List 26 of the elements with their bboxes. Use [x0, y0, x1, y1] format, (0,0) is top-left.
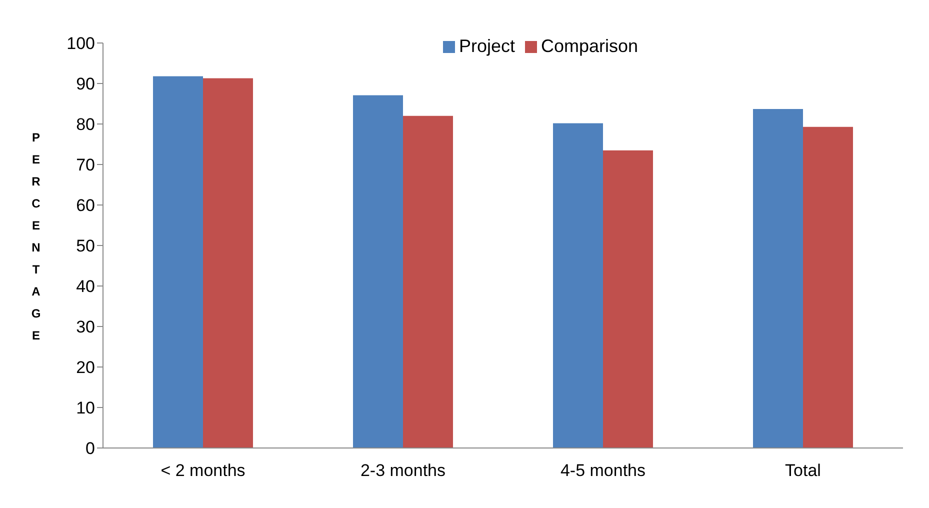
legend-label: Comparison: [540, 36, 638, 56]
bar: [203, 78, 253, 448]
y-tick-label: 40: [76, 277, 95, 296]
bar: [803, 126, 853, 448]
y-tick-label: 80: [76, 115, 95, 134]
y-tick-label: 100: [66, 34, 95, 54]
text: PERCENTAGE: [31, 130, 41, 342]
x-tick-label: Total: [785, 461, 821, 480]
y-tick-label: 20: [76, 358, 95, 378]
x-tick-label: 4-5 months: [560, 461, 646, 480]
y-tick-label: 0: [86, 439, 95, 458]
y-tick-label: 70: [76, 156, 95, 175]
y-tick-label: 50: [76, 236, 95, 256]
bar: [603, 150, 653, 448]
bar: [753, 109, 803, 448]
x-tick-label: < 2 months: [160, 461, 246, 480]
legend-label: Project: [458, 36, 515, 56]
bar: [553, 123, 603, 448]
y-tick-label: 10: [76, 398, 95, 418]
y-tick-label: 60: [76, 196, 95, 216]
bar: [153, 76, 203, 448]
bar: [403, 116, 453, 448]
bar: [353, 95, 403, 448]
y-tick-label: 90: [76, 74, 95, 94]
x-tick-label: 2-3 months: [360, 461, 446, 480]
y-tick-label: 30: [76, 318, 95, 337]
